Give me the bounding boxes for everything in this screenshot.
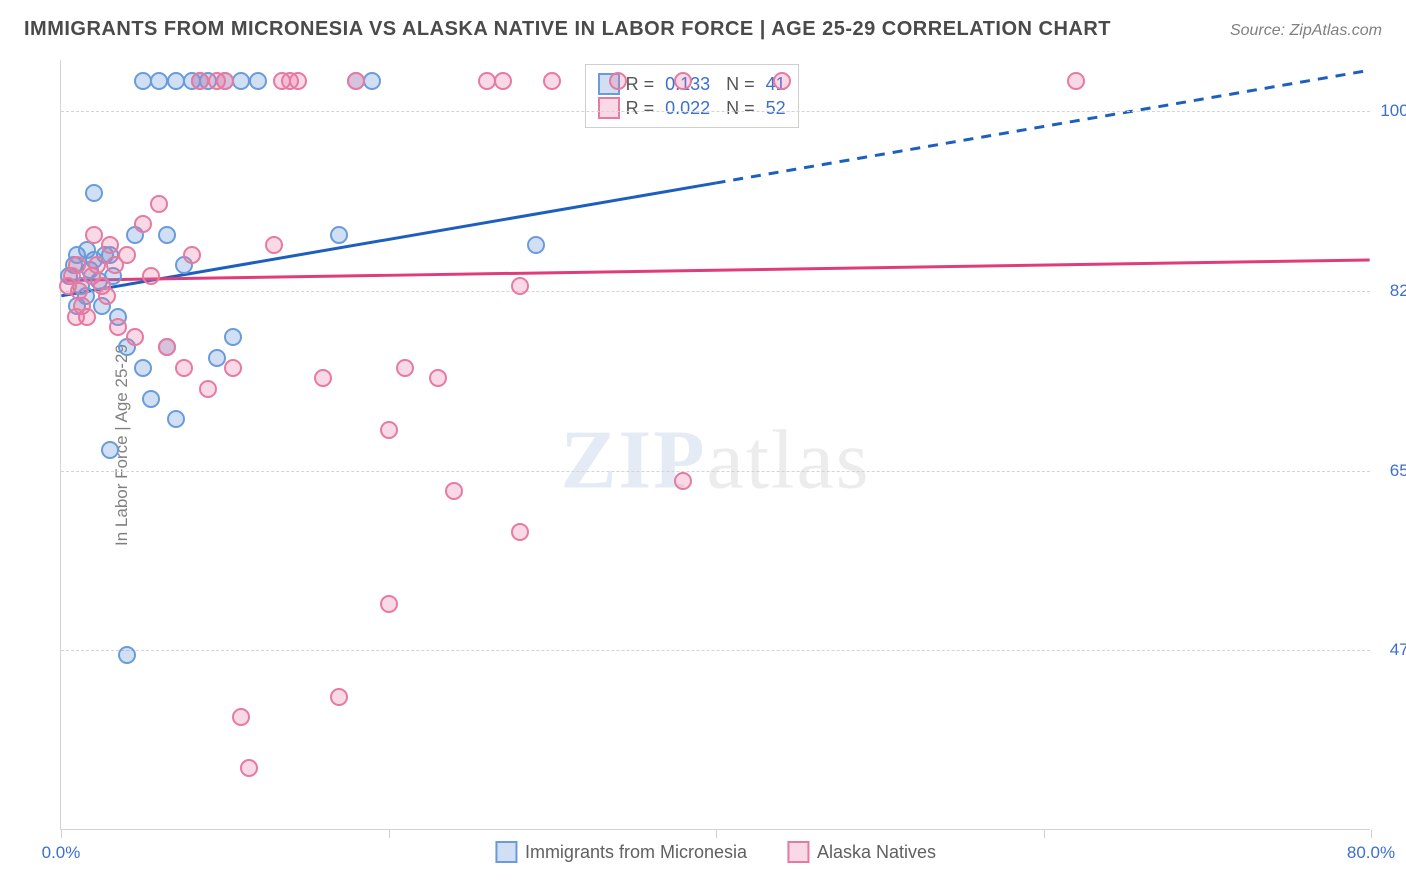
legend-series-item: Immigrants from Micronesia	[495, 841, 747, 863]
scatter-point	[289, 72, 307, 90]
scatter-point	[224, 359, 242, 377]
legend-series-label: Immigrants from Micronesia	[525, 842, 747, 863]
x-tick-mark	[389, 830, 390, 838]
series-legend: Immigrants from Micronesia Alaska Natives	[495, 841, 936, 863]
scatter-point	[543, 72, 561, 90]
scatter-point	[674, 72, 692, 90]
scatter-point	[224, 328, 242, 346]
y-tick-label: 82.5%	[1390, 281, 1406, 301]
gridline-horizontal	[61, 650, 1370, 651]
x-tick-label: 0.0%	[42, 843, 81, 863]
scatter-point	[85, 226, 103, 244]
x-tick-mark	[1044, 830, 1045, 838]
legend-n-label: N =	[716, 74, 760, 95]
scatter-point	[70, 282, 88, 300]
scatter-point	[494, 72, 512, 90]
legend-n-value: 52	[766, 98, 786, 119]
trend-lines	[61, 60, 1370, 829]
scatter-point	[158, 338, 176, 356]
scatter-point	[347, 72, 365, 90]
x-tick-mark	[61, 830, 62, 838]
scatter-point	[118, 646, 136, 664]
legend-r-value: 0.022	[665, 98, 710, 119]
scatter-point	[101, 441, 119, 459]
scatter-point	[142, 267, 160, 285]
scatter-point	[216, 72, 234, 90]
scatter-point	[134, 72, 152, 90]
scatter-point	[134, 359, 152, 377]
y-tick-label: 100.0%	[1380, 101, 1406, 121]
scatter-point	[98, 287, 116, 305]
chart-title: IMMIGRANTS FROM MICRONESIA VS ALASKA NAT…	[24, 18, 1111, 41]
scatter-point	[101, 236, 119, 254]
legend-series-label: Alaska Natives	[817, 842, 936, 863]
scatter-point	[167, 72, 185, 90]
scatter-point	[183, 246, 201, 264]
scatter-point	[199, 380, 217, 398]
scatter-point	[527, 236, 545, 254]
scatter-point	[265, 236, 283, 254]
scatter-point	[67, 308, 85, 326]
scatter-point	[240, 759, 258, 777]
y-tick-label: 47.5%	[1390, 640, 1406, 660]
legend-r-label: R =	[626, 74, 660, 95]
scatter-point	[134, 215, 152, 233]
scatter-point	[429, 369, 447, 387]
scatter-point	[126, 328, 144, 346]
scatter-point	[314, 369, 332, 387]
legend-n-label: N =	[716, 98, 760, 119]
header: IMMIGRANTS FROM MICRONESIA VS ALASKA NAT…	[24, 18, 1382, 41]
scatter-point	[396, 359, 414, 377]
scatter-point	[674, 472, 692, 490]
chart-source: Source: ZipAtlas.com	[1230, 22, 1382, 40]
scatter-point	[445, 482, 463, 500]
legend-swatch	[787, 841, 809, 863]
x-tick-mark	[716, 830, 717, 838]
gridline-horizontal	[61, 111, 1370, 112]
scatter-point	[363, 72, 381, 90]
gridline-horizontal	[61, 471, 1370, 472]
scatter-point	[208, 349, 226, 367]
scatter-point	[609, 72, 627, 90]
scatter-point	[1067, 72, 1085, 90]
legend-row: R = 0.022 N = 52	[598, 97, 786, 119]
scatter-point	[88, 256, 106, 274]
scatter-point	[330, 226, 348, 244]
watermark: ZIPatlas	[561, 411, 871, 508]
scatter-point	[150, 195, 168, 213]
gridline-horizontal	[61, 291, 1370, 292]
x-tick-mark	[1371, 830, 1372, 838]
scatter-point	[511, 277, 529, 295]
scatter-point	[380, 595, 398, 613]
y-tick-label: 65.0%	[1390, 461, 1406, 481]
legend-swatch	[598, 97, 620, 119]
x-tick-label: 80.0%	[1347, 843, 1395, 863]
scatter-point	[150, 72, 168, 90]
legend-swatch	[495, 841, 517, 863]
scatter-point	[191, 72, 209, 90]
scatter-point	[330, 688, 348, 706]
scatter-point	[175, 359, 193, 377]
scatter-point	[249, 72, 267, 90]
scatter-point	[167, 410, 185, 428]
scatter-point	[109, 318, 127, 336]
scatter-point	[118, 246, 136, 264]
scatter-plot: In Labor Force | Age 25-29 ZIPatlas R = …	[60, 60, 1370, 830]
scatter-point	[158, 226, 176, 244]
scatter-point	[85, 184, 103, 202]
scatter-point	[478, 72, 496, 90]
legend-series-item: Alaska Natives	[787, 841, 936, 863]
scatter-point	[142, 390, 160, 408]
scatter-point	[773, 72, 791, 90]
legend-r-label: R =	[626, 98, 660, 119]
scatter-point	[232, 72, 250, 90]
scatter-point	[380, 421, 398, 439]
scatter-point	[511, 523, 529, 541]
scatter-point	[232, 708, 250, 726]
